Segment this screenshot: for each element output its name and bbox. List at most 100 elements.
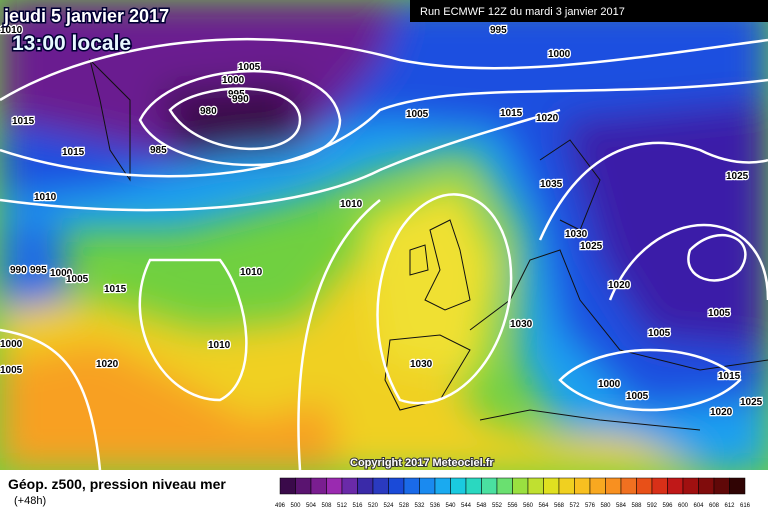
time: 13:00 locale <box>12 32 131 55</box>
scale-label: 532 <box>414 503 425 509</box>
isobar-label: 1005 <box>66 274 89 285</box>
scale-label: 596 <box>662 503 673 509</box>
isobar-label: 1000 <box>598 379 621 390</box>
isobar-label: 1005 <box>238 62 261 73</box>
isobar-label: 1010 <box>340 199 363 210</box>
isobar-label: 1005 <box>0 365 23 376</box>
scale-swatch <box>527 477 544 495</box>
scale-label: 536 <box>430 503 441 509</box>
scale-swatch <box>589 477 606 495</box>
scale-swatch <box>341 477 358 495</box>
scale-label: 600 <box>678 503 689 509</box>
isobar-label: 1020 <box>536 113 559 124</box>
scale-label: 524 <box>383 503 394 509</box>
scale-swatch <box>698 477 715 495</box>
isobar-label: 1000 <box>222 75 245 86</box>
isobar-label: 1030 <box>410 359 433 370</box>
scale-label: 576 <box>585 503 596 509</box>
lead-time: (+48h) <box>14 495 46 507</box>
isobar-label: 1010 <box>0 25 23 36</box>
isobar-label: 990 <box>232 94 249 105</box>
scale-label: 516 <box>352 503 363 509</box>
isobar-label: 990 <box>10 265 27 276</box>
scale-label: 512 <box>337 503 348 509</box>
scale-label: 520 <box>368 503 379 509</box>
scale-swatch <box>419 477 436 495</box>
scale-swatch <box>620 477 637 495</box>
scale-label: 592 <box>647 503 658 509</box>
scale-label: 556 <box>507 503 518 509</box>
isobar-label: 995 <box>490 25 507 36</box>
scale-swatch <box>481 477 498 495</box>
scale-label: 616 <box>740 503 751 509</box>
scale-label: 496 <box>275 503 286 509</box>
isobar-label: 1005 <box>648 328 671 339</box>
color-scale: 496 500 504 508 512 516 520 524 528 532 536 540 544 5… <box>275 477 751 509</box>
scale-swatch <box>729 477 746 495</box>
isobar-label: 1020 <box>710 407 733 418</box>
scale-label: 548 <box>476 503 487 509</box>
run-info: Run ECMWF 12Z du mardi 3 janvier 2017 <box>420 6 625 18</box>
scale-label: 568 <box>554 503 565 509</box>
scale-swatch <box>713 477 730 495</box>
scale-swatch <box>512 477 529 495</box>
isobar-label: 1000 <box>548 49 571 60</box>
isobar-label: 1015 <box>104 284 127 295</box>
scale-swatch <box>496 477 513 495</box>
isobar-label: 1015 <box>12 116 35 127</box>
legend-title: Géop. z500, pression niveau mer <box>8 476 226 492</box>
scale-swatch <box>326 477 343 495</box>
isobar-label: 1015 <box>718 371 741 382</box>
scale-swatch <box>388 477 405 495</box>
isobar-label: 1005 <box>708 308 731 319</box>
scale-label: 608 <box>709 503 720 509</box>
date: jeudi 5 janvier 2017 <box>3 6 169 26</box>
scale-label: 584 <box>616 503 627 509</box>
scale-swatch <box>372 477 389 495</box>
scale-swatch <box>295 477 312 495</box>
isobar-labels: 1010 995100010051000995990980985101510151… <box>0 24 764 420</box>
isobar-label: 1025 <box>726 171 749 182</box>
scale-label: 612 <box>724 503 735 509</box>
scale-swatch <box>605 477 622 495</box>
scale-swatch <box>558 477 575 495</box>
scale-label: 564 <box>538 503 549 509</box>
isobar-label: 1020 <box>608 280 631 291</box>
scale-swatch <box>543 477 560 495</box>
scale-swatch <box>465 477 482 495</box>
isobar-label: 1025 <box>580 241 603 252</box>
isobar-label: 1035 <box>540 179 563 190</box>
scale-label: 540 <box>445 503 456 509</box>
scale-swatch <box>636 477 653 495</box>
isobar-label: 1010 <box>208 340 231 351</box>
isobars <box>0 38 768 471</box>
scale-label: 544 <box>461 503 472 509</box>
isobar-label: 980 <box>200 106 217 117</box>
isobar-label: 985 <box>150 145 167 156</box>
scale-label: 604 <box>693 503 704 509</box>
isobar-label: 1005 <box>406 109 429 120</box>
scale-label: 572 <box>569 503 580 509</box>
scale-label: 504 <box>306 503 317 509</box>
isobar-label: 1000 <box>0 339 23 350</box>
scale-label: 528 <box>399 503 410 509</box>
scale-swatch <box>450 477 467 495</box>
isobar-label: 1000 <box>50 268 73 279</box>
isobar-label: 1030 <box>510 319 533 330</box>
scale-label: 552 <box>492 503 503 509</box>
copyright: Copyright 2017 Meteociel.fr <box>350 457 494 469</box>
isobar-label: 1005 <box>626 391 649 402</box>
scale-swatch <box>434 477 451 495</box>
isobar-label: 1010 <box>240 267 263 278</box>
isobar-label: 1025 <box>740 397 763 408</box>
scale-label: 588 <box>631 503 642 509</box>
scale-label: 500 <box>290 503 301 509</box>
scale-label: 580 <box>600 503 611 509</box>
scale-swatch <box>574 477 591 495</box>
field <box>0 0 768 470</box>
scale-swatch <box>667 477 684 495</box>
isobar-label: 1010 <box>34 192 57 203</box>
isobar-label: 1020 <box>96 359 119 370</box>
isobar-label: 1015 <box>62 147 85 158</box>
